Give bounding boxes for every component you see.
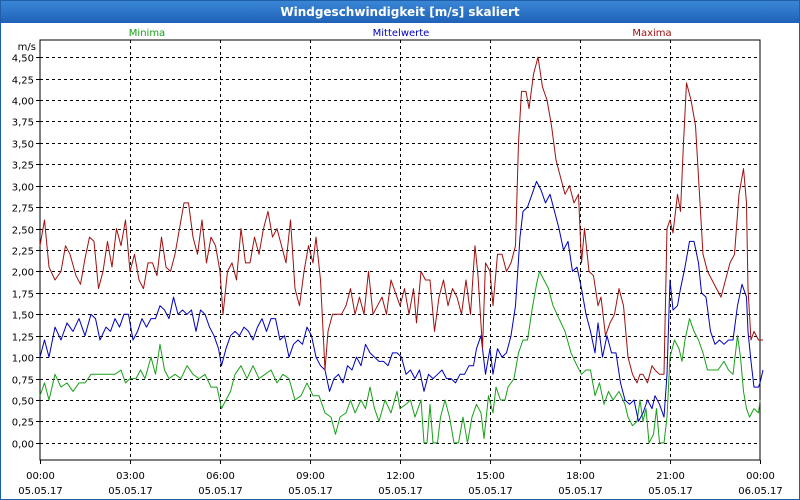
legend-mittelwerte: Mittelwerte xyxy=(373,28,430,39)
x-tick-date: 05.05.17 xyxy=(288,486,333,497)
x-tick-date: 05.05.17 xyxy=(18,486,63,497)
x-tick-time: 21:00 xyxy=(656,471,685,482)
x-tick-time: 12:00 xyxy=(386,471,415,482)
x-tick-time: 15:00 xyxy=(476,471,505,482)
x-tick-date: 05.05.17 xyxy=(108,486,153,497)
series-line-maxima xyxy=(39,56,763,384)
legend-maxima: Maxima xyxy=(632,28,671,39)
x-tick-time: 03:00 xyxy=(116,471,145,482)
x-tick-date: 05.05.17 xyxy=(648,486,693,497)
legend: Minima Mittelwerte Maxima xyxy=(129,28,672,39)
y-tick-label: 0,75 xyxy=(12,376,34,387)
y-tick-label: 4,00 xyxy=(12,97,34,108)
y-tick-label: 1,75 xyxy=(12,290,34,301)
y-tick-label: 2,75 xyxy=(12,204,34,215)
x-tick-date: 06.05.17 xyxy=(738,486,783,497)
y-tick-label: 1,25 xyxy=(12,333,34,344)
x-tick-time: 18:00 xyxy=(566,471,595,482)
y-tick-label: 0,00 xyxy=(12,440,34,451)
y-tick-label: 2,00 xyxy=(12,268,34,279)
x-tick-time: 09:00 xyxy=(296,471,325,482)
y-tick-label: 3,25 xyxy=(12,161,34,172)
y-tick-label: 0,50 xyxy=(12,397,34,408)
y-tick-label: 3,75 xyxy=(12,118,34,129)
series-lines xyxy=(39,56,764,444)
series-line-mittelwerte xyxy=(39,180,764,422)
legend-minima: Minima xyxy=(129,28,165,39)
x-tick-time: 00:00 xyxy=(26,471,55,482)
x-tick-date: 05.05.17 xyxy=(468,486,513,497)
x-axis-ticks: 00:00 05.05.17 03:00 05.05.17 06:00 05.05.17 0… xyxy=(18,460,783,497)
chart-title: Windgeschwindigkeit [m/s] skaliert xyxy=(1,1,799,23)
y-tick-label: 0,25 xyxy=(12,418,34,429)
series-line-minima xyxy=(39,270,761,444)
y-tick-label: 1,00 xyxy=(12,354,34,365)
grid-lines xyxy=(40,40,760,460)
y-tick-label: 4,50 xyxy=(12,54,34,65)
y-tick-label: 2,50 xyxy=(12,226,34,237)
x-tick-date: 05.05.17 xyxy=(378,486,423,497)
y-tick-label: 1,50 xyxy=(12,311,34,322)
y-tick-label: 3,00 xyxy=(12,183,34,194)
y-tick-label: 4,25 xyxy=(12,76,34,87)
x-tick-date: 05.05.17 xyxy=(198,486,243,497)
y-tick-label: 2,25 xyxy=(12,247,34,258)
x-tick-time: 00:00 xyxy=(746,471,775,482)
x-tick-date: 05.05.17 xyxy=(558,486,603,497)
y-tick-label: 3,50 xyxy=(12,140,34,151)
y-axis-ticks: 0,00 0,25 0,50 0,75 1,00 1,25 1,50 1,75 2,00 2,25… xyxy=(12,54,40,451)
y-axis-label: m/s xyxy=(18,42,36,53)
x-tick-time: 06:00 xyxy=(206,471,235,482)
